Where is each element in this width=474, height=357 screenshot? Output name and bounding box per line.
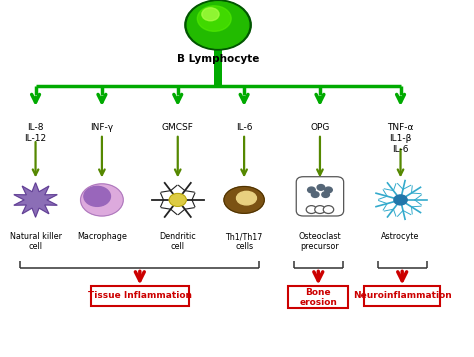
Circle shape — [306, 206, 317, 213]
FancyBboxPatch shape — [91, 286, 189, 306]
Text: Th1/Th17
cells: Th1/Th17 cells — [226, 232, 263, 251]
Text: Macrophage: Macrophage — [77, 232, 127, 241]
FancyBboxPatch shape — [214, 50, 222, 86]
Circle shape — [315, 206, 325, 213]
Text: INF-γ: INF-γ — [91, 123, 113, 132]
Circle shape — [325, 187, 332, 193]
Text: GMCSF: GMCSF — [162, 123, 194, 132]
Text: Natural killer
cell: Natural killer cell — [9, 232, 62, 251]
Text: IL-8
IL-12: IL-8 IL-12 — [25, 123, 46, 143]
Circle shape — [169, 193, 186, 206]
Circle shape — [317, 185, 325, 190]
FancyBboxPatch shape — [296, 177, 344, 216]
Polygon shape — [14, 183, 57, 217]
Text: Astrocyte: Astrocyte — [382, 232, 419, 241]
Text: Dendritic
cell: Dendritic cell — [159, 232, 196, 251]
Text: B Lymphocyte: B Lymphocyte — [177, 54, 259, 64]
Text: Bone
erosion: Bone erosion — [300, 287, 337, 307]
Circle shape — [308, 187, 315, 193]
FancyBboxPatch shape — [288, 286, 348, 308]
Circle shape — [322, 192, 329, 197]
FancyBboxPatch shape — [364, 286, 440, 306]
Text: TNF-α
IL1-β
IL-6: TNF-α IL1-β IL-6 — [387, 123, 414, 154]
Circle shape — [311, 192, 319, 197]
Text: Osteoclast
precursor: Osteoclast precursor — [299, 232, 341, 251]
Ellipse shape — [237, 191, 256, 205]
Text: OPG: OPG — [310, 123, 329, 132]
Text: IL-6: IL-6 — [236, 123, 252, 132]
Text: Neuroinflammation: Neuroinflammation — [353, 291, 452, 301]
Circle shape — [187, 2, 249, 48]
Circle shape — [197, 6, 231, 31]
Circle shape — [394, 195, 407, 205]
Text: Tissue Inflammation: Tissue Inflammation — [88, 291, 192, 301]
Circle shape — [202, 8, 219, 21]
Circle shape — [81, 184, 123, 216]
Circle shape — [84, 186, 110, 206]
Circle shape — [323, 206, 334, 213]
Ellipse shape — [224, 186, 264, 213]
Circle shape — [185, 0, 251, 50]
